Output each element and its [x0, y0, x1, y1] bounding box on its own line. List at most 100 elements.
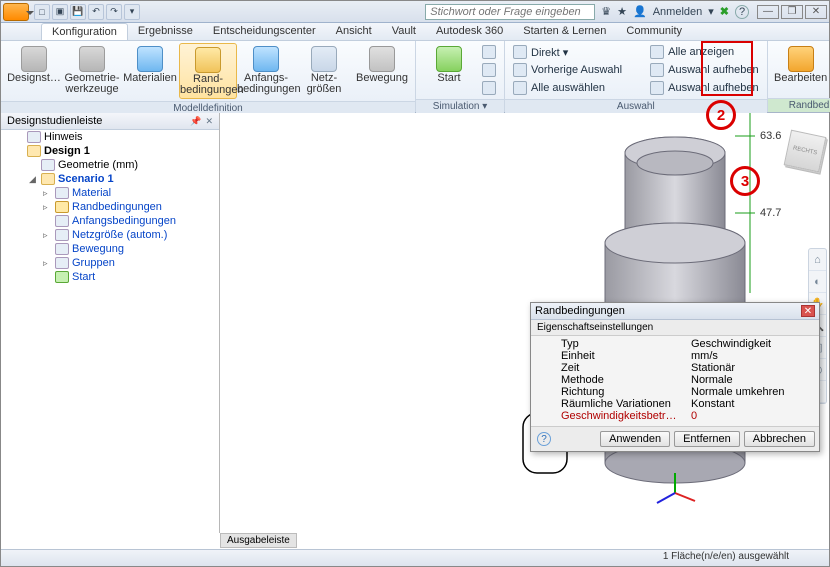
person-icon[interactable]: 👤 [633, 5, 647, 18]
sim-row-3[interactable] [478, 79, 500, 97]
nav-orbit-icon[interactable]: ◐ [809, 271, 826, 293]
group-label: Randbedingungen [768, 98, 830, 112]
tree-randbedingungen[interactable]: ▹Randbedingungen [43, 200, 219, 214]
app-menu-icon[interactable] [3, 3, 29, 21]
login-dropdown-icon[interactable]: ▾ [708, 5, 714, 18]
title-right-controls: ♛ ★ 👤 Anmelden ▾ ✖ ? [601, 5, 749, 19]
tree-gruppen[interactable]: ▹Gruppen [43, 256, 219, 270]
tree-hinweis[interactable]: Hinweis [15, 130, 219, 144]
svg-text:63.6: 63.6 [760, 130, 781, 142]
btn-designstudien[interactable]: Designst… [5, 43, 63, 86]
group-randbedingungen: Bearbeiten Entfernen Randbedingungen [768, 41, 830, 112]
dialog-title: Randbedingungen [535, 305, 625, 317]
tree-start[interactable]: Start [43, 270, 219, 284]
sim-row-1[interactable] [478, 43, 500, 61]
window-minimize-icon[interactable]: — [757, 5, 779, 19]
cursor-icon [513, 45, 527, 59]
bc-icon [55, 201, 69, 213]
btn-abbrechen[interactable]: Abbrechen [744, 431, 815, 447]
window-restore-icon[interactable]: ❐ [781, 5, 803, 19]
mesh-icon [55, 229, 69, 241]
exchange-icon[interactable]: ✖ [720, 5, 729, 18]
btn-anfangsbedingungen[interactable]: Anfangs- bedingungen [237, 43, 295, 97]
tree-header: Designstudienleiste 📌 ✕ [1, 113, 219, 130]
view-cube[interactable]: RECHTS [784, 130, 827, 173]
star-icon[interactable]: ★ [617, 5, 627, 18]
help-search-input[interactable] [425, 4, 595, 20]
tab-ergebnisse[interactable]: Ergebnisse [128, 23, 203, 40]
btn-netzgroessen[interactable]: Netz- größen [295, 43, 353, 97]
ic-icon [55, 215, 69, 227]
users-icon[interactable]: ♛ [601, 5, 611, 18]
prev-icon [513, 63, 527, 77]
tree-bewegung[interactable]: Bewegung [43, 242, 219, 256]
nav-home-icon[interactable]: ⌂ [809, 249, 826, 271]
annotation-2: 2 [706, 100, 736, 130]
tree-geometrie[interactable]: Geometrie (mm) [29, 158, 219, 172]
sel-vorherige[interactable]: Vorherige Auswahl [509, 61, 626, 79]
tree-anfangsbedingungen[interactable]: Anfangsbedingungen [43, 214, 219, 228]
tab-community[interactable]: Community [616, 23, 692, 40]
sel-alle[interactable]: Alle auswählen [509, 79, 626, 97]
tree-scenario[interactable]: ◢Scenario 1 [29, 172, 219, 186]
tree-title: Designstudienleiste [7, 115, 102, 127]
btn-materialien[interactable]: Materialien [121, 43, 179, 86]
sel-direkt[interactable]: Direkt ▾ [509, 43, 626, 61]
btn-randbedingungen[interactable]: Rand- bedingungen [179, 43, 237, 99]
tree-netzgroesse[interactable]: ▹Netzgröße (autom.) [43, 228, 219, 242]
btn-start[interactable]: Start [420, 43, 478, 86]
window-close-icon[interactable]: ✕ [805, 5, 827, 19]
tree-design[interactable]: Design 1 [15, 144, 219, 158]
login-link[interactable]: Anmelden [653, 6, 703, 18]
tab-entscheidungscenter[interactable]: Entscheidungscenter [203, 23, 326, 40]
deselect-icon [650, 81, 664, 95]
qat-redo-icon[interactable]: ↷ [106, 4, 122, 20]
tab-vault[interactable]: Vault [382, 23, 426, 40]
prop-row[interactable]: Räumliche VariationenKonstant [561, 398, 819, 410]
randbedingungen-dialog: Randbedingungen ✕ Eigenschaftseinstellun… [530, 302, 820, 452]
globe-icon [41, 159, 55, 171]
btn-anwenden[interactable]: Anwenden [600, 431, 670, 447]
design-study-tree: Designstudienleiste 📌✕ Hinweis Design 1 … [1, 113, 220, 533]
group-modelldefinition: Designst… Geometrie- werkzeuge Materiali… [1, 41, 416, 112]
btn-geometriewerkzeuge[interactable]: Geometrie- werkzeuge [63, 43, 121, 97]
svg-text:47.7: 47.7 [760, 207, 781, 219]
qat-new-icon[interactable]: □ [34, 4, 50, 20]
qat-more-icon[interactable]: ▾ [124, 4, 140, 20]
prop-row[interactable]: RichtungNormale umkehren [561, 386, 819, 398]
tab-konfiguration[interactable]: Konfiguration [41, 23, 128, 40]
prop-row[interactable]: Einheitmm/s [561, 350, 819, 362]
dialog-help-icon[interactable]: ? [537, 432, 551, 446]
tab-starten[interactable]: Starten & Lernen [513, 23, 616, 40]
tab-ansicht[interactable]: Ansicht [326, 23, 382, 40]
selectall-icon [513, 81, 527, 95]
prop-row[interactable]: MethodeNormale [561, 374, 819, 386]
tree-pin-icon[interactable]: 📌 [190, 116, 201, 126]
tree-material[interactable]: ▹Material [43, 186, 219, 200]
groups-icon [55, 257, 69, 269]
ribbon-tabs: Konfiguration Ergebnisse Entscheidungsce… [1, 23, 829, 41]
btn-entfernen-dlg[interactable]: Entfernen [674, 431, 740, 447]
tab-autodesk360[interactable]: Autodesk 360 [426, 23, 513, 40]
output-bar-tab[interactable]: Ausgabeleiste [220, 533, 297, 548]
tree-close-icon[interactable]: ✕ [205, 116, 213, 126]
dialog-close-icon[interactable]: ✕ [801, 305, 815, 317]
qat-open-icon[interactable]: ▣ [52, 4, 68, 20]
prop-row[interactable]: ZeitStationär [561, 362, 819, 374]
prop-row[interactable]: Geschwindigkeitsbetr…0 [561, 410, 819, 422]
btn-bearbeiten[interactable]: Bearbeiten [772, 43, 830, 86]
quick-access-toolbar: □ ▣ 💾 ↶ ↷ ▾ ♛ ★ 👤 Anmelden ▾ ✖ ? — ❐ ✕ [1, 1, 829, 23]
material-icon [55, 187, 69, 199]
qat-undo-icon[interactable]: ↶ [88, 4, 104, 20]
showall-icon [650, 45, 664, 59]
sim-row-2[interactable] [478, 61, 500, 79]
btn-bewegung[interactable]: Bewegung [353, 43, 411, 86]
motion-icon [55, 243, 69, 255]
prop-row[interactable]: TypGeschwindigkeit [561, 338, 819, 350]
status-bar: 1 Fläche(n/e/en) ausgewählt [1, 549, 829, 566]
dialog-props: TypGeschwindigkeitEinheitmm/sZeitStation… [531, 336, 819, 426]
qat-save-icon[interactable]: 💾 [70, 4, 86, 20]
help-icon[interactable]: ? [735, 5, 749, 19]
deselect-icon [650, 63, 664, 77]
dialog-subtitle: Eigenschaftseinstellungen [531, 320, 819, 336]
